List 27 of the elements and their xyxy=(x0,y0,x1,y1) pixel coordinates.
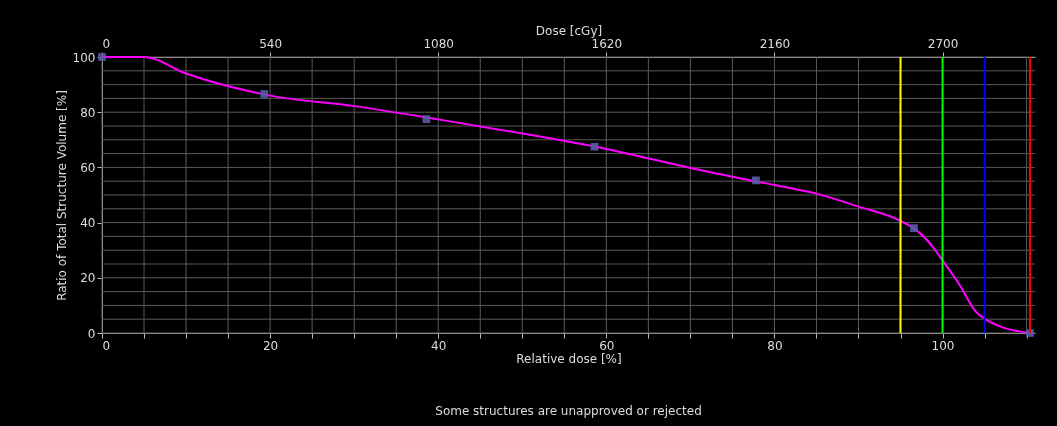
y-tick-label: 60 xyxy=(80,160,96,175)
x2-axis-title: Dose [cGy] xyxy=(535,23,603,38)
x2-tick-label: 1620 xyxy=(591,36,623,51)
x2-tick-label: 1080 xyxy=(423,36,454,51)
point xyxy=(422,115,431,123)
y-tick-label: 40 xyxy=(80,216,96,231)
point xyxy=(590,142,599,151)
point xyxy=(260,90,269,98)
y-tick-label: 0 xyxy=(87,326,96,341)
x-tick-label: 60 xyxy=(599,338,615,353)
y-tick-label: 100 xyxy=(72,50,96,65)
point xyxy=(752,176,760,185)
x-tick-label: 80 xyxy=(767,338,783,353)
x-tick-label: 40 xyxy=(431,338,447,353)
x2-tick-label: 2700 xyxy=(927,36,959,51)
point xyxy=(910,224,918,232)
x-tick-label: 100 xyxy=(931,338,955,353)
x-axis-title: Relative dose [%] xyxy=(516,351,622,366)
y-axis-title: Ratio of Total Structure Volume [%] xyxy=(54,90,69,301)
x2-tick-label: 2160 xyxy=(759,36,791,51)
x-tick-label: 0 xyxy=(102,338,111,353)
x2-tick-label: 540 xyxy=(259,36,283,51)
x2-tick-label: 0 xyxy=(102,36,111,51)
y-tick-label: 20 xyxy=(80,271,96,286)
y-tick-label: 80 xyxy=(80,105,96,120)
text: Some structures are unapproved or rejected xyxy=(435,404,702,418)
x-tick-label: 20 xyxy=(262,338,279,353)
